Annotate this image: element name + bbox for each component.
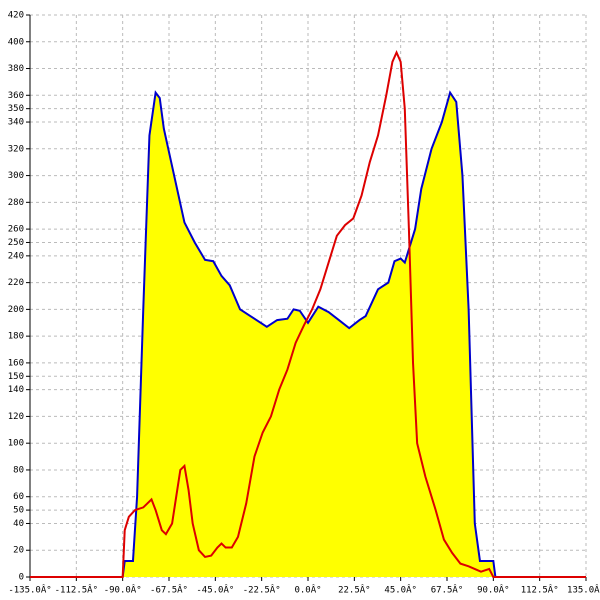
x-tick-label: 45.0Â° bbox=[384, 584, 417, 596]
x-tick-label: -67.5Â° bbox=[150, 584, 188, 596]
y-tick-label: 320 bbox=[8, 144, 24, 154]
y-tick-label: 280 bbox=[8, 198, 24, 208]
y-tick-label: 420 bbox=[8, 11, 24, 21]
y-tick-label: 300 bbox=[8, 171, 24, 181]
line bbox=[121, 90, 497, 578]
y-tick-label: 140 bbox=[8, 385, 24, 395]
y-tick-label: 20 bbox=[13, 546, 24, 556]
x-tick-label: -135.0Â° bbox=[8, 584, 51, 596]
x-tick-label: 67.5Â° bbox=[431, 584, 464, 596]
y-tick-label: 40 bbox=[13, 519, 24, 529]
x-tick-label: 0.0Â° bbox=[294, 584, 321, 596]
y-tick-label: 150 bbox=[8, 372, 24, 382]
y-tick-label: 360 bbox=[8, 91, 24, 101]
x-tick-label: 90.0Â° bbox=[477, 584, 510, 596]
y-tick-label: 0 bbox=[19, 573, 24, 583]
x-tick-label: -112.5Â° bbox=[55, 584, 98, 596]
y-tick-label: 220 bbox=[8, 278, 24, 288]
area bbox=[122, 92, 496, 577]
y-tick-label: 160 bbox=[8, 358, 24, 368]
y-tick-label: 380 bbox=[8, 64, 24, 74]
x-tick-label: -90.0Â° bbox=[104, 584, 142, 596]
y-tick-label: 260 bbox=[8, 225, 24, 235]
y-tick-label: 120 bbox=[8, 412, 24, 422]
y-tick-label: 340 bbox=[8, 118, 24, 128]
y-tick-label: 250 bbox=[8, 238, 24, 248]
y-tick-label: 60 bbox=[13, 492, 24, 502]
x-tick-label: -22.5Â° bbox=[243, 584, 281, 596]
y-tick-label: 350 bbox=[8, 104, 24, 114]
y-tick-label: 180 bbox=[8, 332, 24, 342]
line bbox=[30, 49, 586, 578]
y-tick-label: 80 bbox=[13, 465, 24, 475]
x-tick-label: -45.0Â° bbox=[196, 584, 234, 596]
y-tick-label: 400 bbox=[8, 37, 24, 47]
y-tick-label: 100 bbox=[8, 439, 24, 449]
y-tick-label: 200 bbox=[8, 305, 24, 315]
x-tick-label: 22.5Â° bbox=[338, 584, 371, 596]
y-tick-label: 50 bbox=[13, 506, 24, 516]
y-tick-label: 240 bbox=[8, 251, 24, 261]
x-tick-label: 135.0Â° bbox=[567, 584, 600, 596]
x-tick-label: 112.5Â° bbox=[521, 584, 559, 596]
